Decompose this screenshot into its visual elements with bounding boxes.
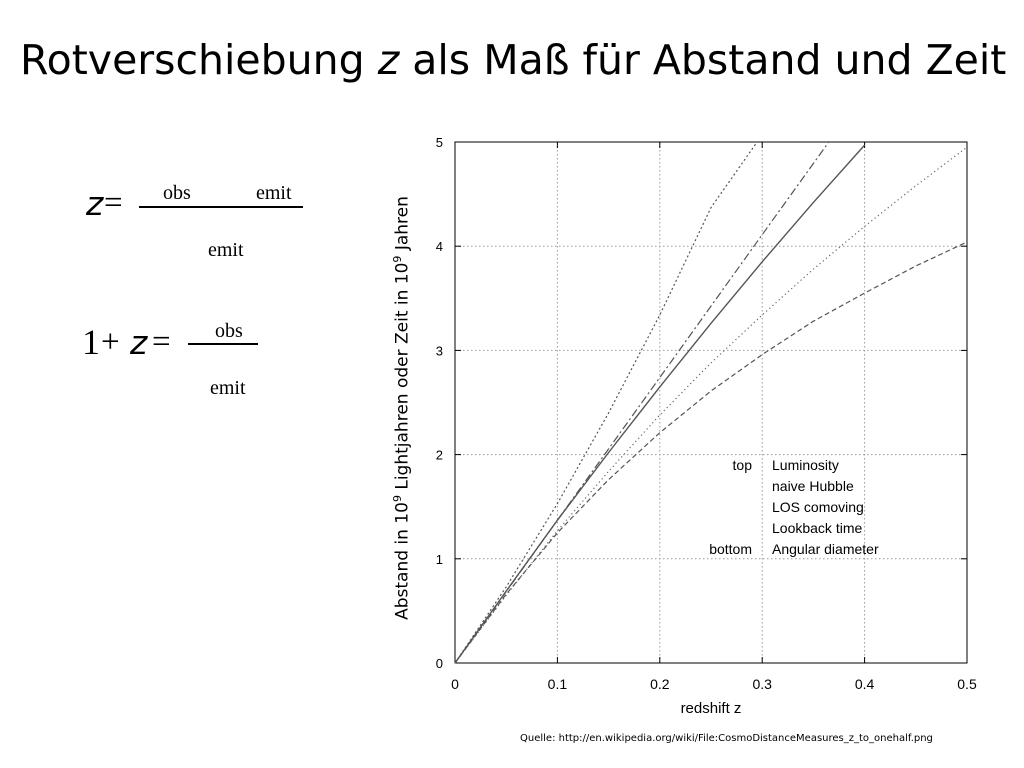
legend-entry: LOS comoving	[772, 499, 864, 515]
formula2-equals: =	[152, 324, 171, 360]
y-tick-label: 5	[436, 135, 443, 150]
formula2-one: 1	[82, 322, 100, 362]
formula2-numerator-obs: obs	[215, 320, 243, 342]
x-tick-label: 0.2	[650, 676, 670, 692]
legend-entry: Luminosity	[772, 457, 839, 473]
source-citation: Quelle: http://en.wikipedia.org/wiki/Fil…	[520, 733, 933, 744]
y-tick-label: 0	[436, 656, 443, 671]
x-tick-label: 0.3	[752, 676, 772, 692]
x-tick-label: 0.5	[957, 676, 977, 692]
series-line-luminosity	[454, 141, 758, 664]
title-prefix: Rotverschiebung	[20, 36, 378, 84]
series-line-lookback-time	[454, 146, 968, 664]
legend-entry: Angular diameter	[772, 541, 879, 557]
series-line-angular-diameter	[454, 241, 968, 664]
formula1-denominator-emit: emit	[208, 239, 244, 261]
formula1-numerator-obs: obs	[163, 182, 191, 204]
legend-top-label: top	[733, 457, 753, 473]
series-line-los-comoving	[454, 144, 866, 664]
formula1-fraction-bar	[139, 206, 303, 208]
title-variable: z	[377, 36, 400, 84]
plot-frame	[454, 141, 968, 664]
legend-entry: naive Hubble	[772, 478, 854, 494]
title-suffix: als Maß für Abstand und Zeit	[399, 36, 1007, 84]
legend-bottom-label: bottom	[709, 541, 752, 557]
formula1-variable: z	[86, 184, 104, 223]
x-tick-label: 0	[451, 676, 459, 692]
legend-entry: Lookback time	[772, 520, 862, 536]
formula2-variable: z	[130, 323, 148, 362]
formula2-plus: +	[101, 324, 120, 360]
formula2-fraction-bar	[188, 343, 258, 345]
y-tick-label: 1	[436, 552, 443, 567]
x-tick-label: 0.1	[548, 676, 568, 692]
formula1-equals: =	[104, 185, 123, 221]
formula2-denominator-emit: emit	[210, 377, 246, 399]
slide-title: Rotverschiebung z als Maß für Abstand un…	[20, 34, 1010, 86]
y-tick-label: 3	[436, 343, 443, 358]
formula1-numerator-emit: emit	[256, 182, 292, 204]
y-tick-label: 2	[436, 448, 443, 463]
x-tick-label: 0.4	[855, 676, 875, 692]
y-tick-label: 4	[436, 239, 443, 254]
chart-x-axis-label: redshift z	[681, 700, 742, 717]
